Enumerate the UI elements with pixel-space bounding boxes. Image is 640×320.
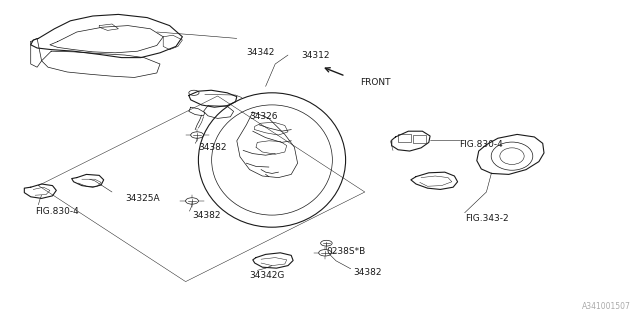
Bar	[413, 135, 426, 143]
Text: 34325A: 34325A	[125, 194, 159, 203]
Text: 34382: 34382	[353, 268, 382, 277]
Text: FRONT: FRONT	[360, 78, 390, 87]
Text: 34342G: 34342G	[250, 271, 285, 280]
Text: 34382: 34382	[192, 212, 221, 220]
Text: 34312: 34312	[301, 52, 330, 60]
Text: 34326: 34326	[250, 112, 278, 121]
Text: 34342: 34342	[246, 48, 275, 57]
Text: 0238S*B: 0238S*B	[326, 247, 365, 256]
Text: FIG.830-4: FIG.830-4	[460, 140, 503, 149]
Text: FIG.343-2: FIG.343-2	[465, 214, 508, 223]
Bar	[398, 134, 411, 142]
Text: A341001507: A341001507	[582, 302, 630, 311]
Text: 34382: 34382	[198, 143, 227, 152]
Text: FIG.830-4: FIG.830-4	[35, 207, 79, 216]
